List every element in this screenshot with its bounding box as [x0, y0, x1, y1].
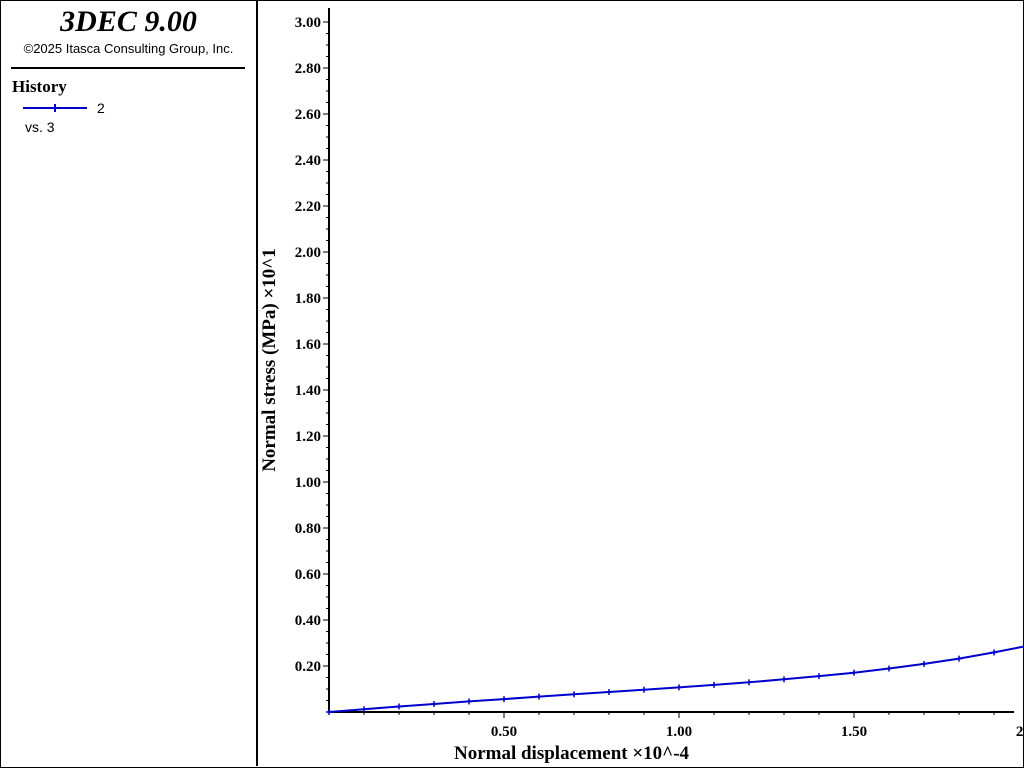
series-point-marker: [956, 655, 962, 662]
app-title: 3DEC 9.00: [60, 5, 197, 38]
y-tick-label: 0.20: [295, 659, 321, 675]
series-point-marker: [501, 696, 507, 703]
legend-heading: History: [12, 77, 67, 96]
series-point-marker: [921, 660, 927, 667]
series-point-marker: [781, 676, 787, 683]
series-point-marker: [676, 684, 682, 691]
axes: [328, 8, 1014, 713]
y-tick-label: 2.40: [295, 153, 321, 169]
y-tick-label: 1.20: [295, 429, 321, 445]
y-tick-label: 0.80: [295, 521, 321, 537]
x-tick-label: 0.50: [491, 724, 517, 740]
series-point-marker: [431, 700, 437, 707]
y-tick-label: 2.60: [295, 107, 321, 123]
y-tick-label: 1.60: [295, 337, 321, 353]
series-point-marker: [886, 665, 892, 672]
series-point-marker: [536, 693, 542, 700]
x-tick-label: 1.50: [841, 724, 867, 740]
y-tick-label: 0.60: [295, 567, 321, 583]
y-tick-label: 2.20: [295, 199, 321, 215]
series-point-marker: [991, 649, 997, 656]
series-layer: [326, 645, 1024, 715]
y-tick-label: 0.40: [295, 613, 321, 629]
x-tick-label: 2.00: [1016, 724, 1024, 740]
y-tick-label: 2.80: [295, 61, 321, 77]
series-point-marker: [361, 706, 367, 713]
x-tick-label: 1.00: [666, 724, 692, 740]
tick-marks: [323, 21, 995, 718]
y-tick-label: 1.00: [295, 475, 321, 491]
tick-labels: 0.20 0.40 0.60 0.80 1.00 1.20 1.40 1.60 1.80 2.00…: [295, 15, 1024, 740]
series-point-marker: [851, 669, 857, 676]
panel-divider: [11, 67, 245, 69]
y-tick-label: 1.80: [295, 291, 321, 307]
series-line: [328, 645, 1024, 713]
legend-series-swatch-icon: [23, 104, 87, 112]
series-point-marker: [326, 709, 332, 715]
y-tick-label: 2.00: [295, 245, 321, 261]
series-point-marker: [571, 691, 577, 698]
legend-panel: 3DEC 9.00 ©2025 Itasca Consulting Group,…: [1, 1, 258, 766]
y-axis-title: Normal stress (MPa) ×10^1: [259, 248, 280, 472]
series-point-marker: [396, 703, 402, 710]
series-point-marker: [606, 688, 612, 695]
series-point-marker: [466, 698, 472, 705]
series-point-marker: [711, 681, 717, 688]
legend-vs-label: vs. 3: [25, 119, 55, 135]
y-tick-label: 3.00: [295, 15, 321, 31]
x-axis-title: Normal displacement ×10^-4: [454, 743, 690, 764]
y-tick-label: 1.40: [295, 383, 321, 399]
series-point-marker: [746, 679, 752, 686]
series-point-marker: [816, 673, 822, 680]
copyright-text: ©2025 Itasca Consulting Group, Inc.: [23, 41, 234, 56]
series-point-marker: [641, 686, 647, 693]
legend-series-label: 2: [97, 100, 105, 116]
